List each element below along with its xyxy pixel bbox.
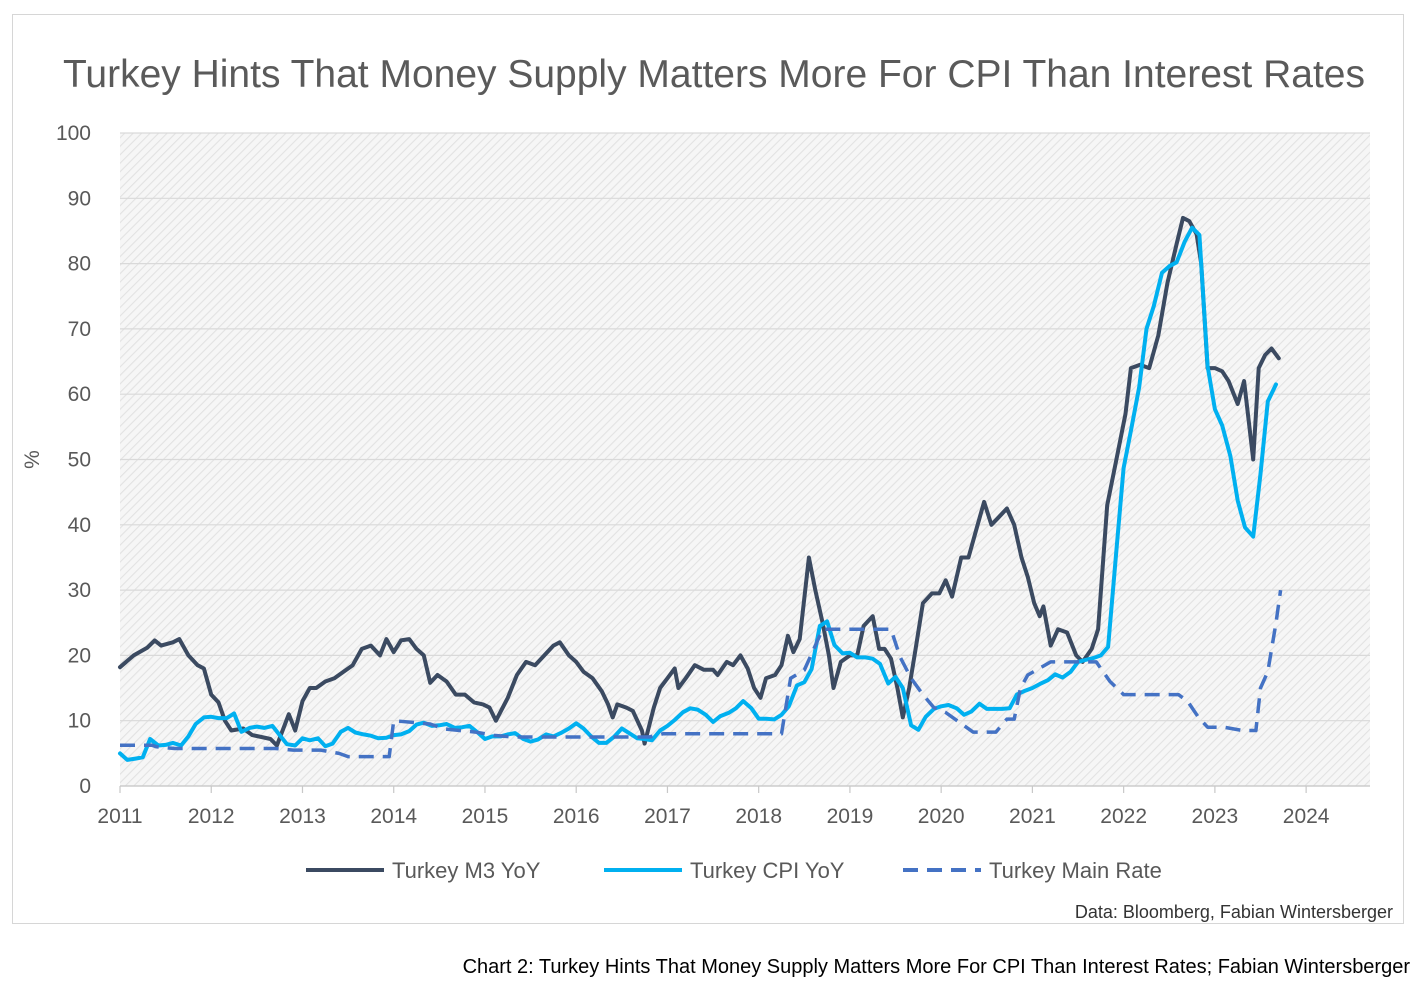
y-tick-label: 100 xyxy=(56,122,91,145)
y-axis-label: % xyxy=(21,450,44,469)
gridlines xyxy=(120,132,1370,787)
x-tick-label: 2015 xyxy=(462,805,509,828)
x-tick-label: 2023 xyxy=(1192,805,1239,828)
x-tick-label: 2018 xyxy=(735,805,782,828)
series-lines xyxy=(118,215,1283,762)
y-tick-label: 20 xyxy=(68,644,91,667)
figure-caption: Chart 2: Turkey Hints That Money Supply … xyxy=(462,956,1410,978)
x-tick-label: 2016 xyxy=(553,805,600,828)
chart: Turkey Hints That Money Supply Matters M… xyxy=(21,53,1393,922)
x-axis: 2011 2012 2013 2014 2015 2016 2017 2018 2019 2020… xyxy=(97,785,1370,828)
x-tick-label: 2011 xyxy=(97,805,142,828)
legend-label-1: Turkey M3 YoY xyxy=(392,858,541,883)
x-tick-label: 2012 xyxy=(188,805,235,828)
y-tick-label: 90 xyxy=(68,187,91,210)
y-tick-label: 70 xyxy=(68,318,91,341)
y-tick-label: 0 xyxy=(79,775,91,798)
x-tick-label: 2017 xyxy=(644,805,691,828)
series-line-1 xyxy=(118,215,1281,748)
chart-title: Turkey Hints That Money Supply Matters M… xyxy=(63,53,1365,96)
series-line-3 xyxy=(120,589,1283,759)
x-tick-label: 2022 xyxy=(1100,805,1147,828)
x-tick-label: 2013 xyxy=(279,805,326,828)
y-axis: 0 10 20 30 40 50 60 70 80 90 100 xyxy=(56,122,91,798)
y-tick-label: 40 xyxy=(68,514,91,537)
x-tick-label: 2024 xyxy=(1283,805,1330,828)
y-tick-label: 60 xyxy=(68,383,91,406)
legend-label-2: Turkey CPI YoY xyxy=(690,858,845,883)
chart-frame: Turkey Hints That Money Supply Matters M… xyxy=(12,14,1404,924)
x-tick-label: 2014 xyxy=(370,805,417,828)
y-tick-label: 80 xyxy=(68,253,91,276)
legend-label-3: Turkey Main Rate xyxy=(989,858,1162,883)
series-line-2 xyxy=(118,225,1278,762)
source-note: Data: Bloomberg, Fabian Wintersberger xyxy=(1075,902,1393,922)
x-tick-label: 2020 xyxy=(918,805,965,828)
x-tick-label: 2021 xyxy=(1009,805,1056,828)
y-tick-label: 30 xyxy=(68,579,91,602)
legend: Turkey M3 YoY Turkey CPI YoY Turkey Main R… xyxy=(306,858,1162,883)
y-tick-label: 50 xyxy=(68,449,91,472)
y-tick-label: 10 xyxy=(68,710,91,733)
x-tick-label: 2019 xyxy=(827,805,874,828)
